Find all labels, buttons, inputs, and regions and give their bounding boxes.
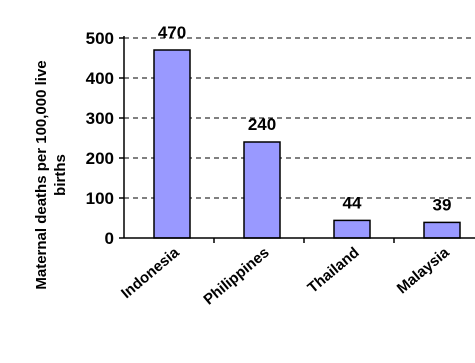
data-label: 240 (248, 115, 276, 134)
y-tick-label: 300 (86, 109, 114, 128)
y-tick-label: 400 (86, 69, 114, 88)
y-tick-label: 500 (86, 29, 114, 48)
bar (243, 141, 281, 239)
x-tick-label: Thailand (304, 244, 362, 297)
x-tick-label: Philippines (200, 244, 272, 308)
data-label: 44 (343, 193, 362, 212)
y-tick-label: 0 (105, 229, 114, 248)
y-axis-title: Maternal deaths per 100,000 live births (33, 60, 69, 289)
x-tick-label: Malaysia (394, 244, 453, 298)
x-tick-label: Indonesia (118, 244, 183, 302)
data-label: 39 (433, 195, 452, 214)
bar (153, 49, 191, 239)
y-tick-label: 100 (86, 189, 114, 208)
bar (333, 219, 371, 239)
y-tick-label: 200 (86, 149, 114, 168)
bar (423, 221, 461, 239)
y-axis-title-line: births (52, 154, 69, 196)
data-label: 470 (158, 23, 186, 42)
y-axis-title-line: Maternal deaths per 100,000 live (33, 60, 50, 289)
